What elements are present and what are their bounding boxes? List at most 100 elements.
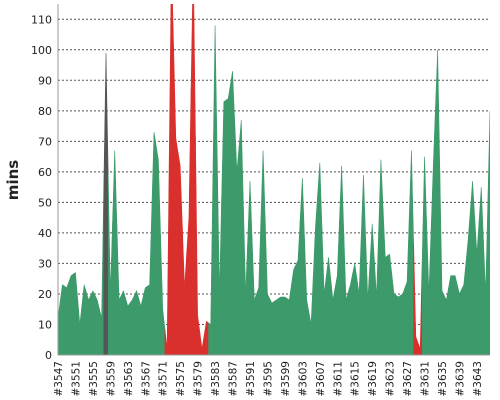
area-segment <box>120 290 126 355</box>
area-segment <box>147 208 153 355</box>
x-tick-label: #3623 <box>385 361 397 397</box>
area-segment <box>435 49 441 355</box>
area-segment <box>356 234 362 355</box>
area-segment <box>195 136 201 355</box>
y-tick-label: 60 <box>38 166 52 179</box>
area-segment <box>347 274 353 355</box>
area-segment <box>282 296 288 355</box>
area-segment <box>186 87 192 355</box>
x-tick-label: #3559 <box>105 361 117 397</box>
area-segment <box>107 173 113 355</box>
x-tick-label: #3619 <box>367 361 379 397</box>
area-segment <box>465 209 471 355</box>
area-segment <box>173 48 179 355</box>
area-segment <box>138 296 144 355</box>
y-tick-label: 110 <box>31 13 52 26</box>
area-segment <box>238 119 244 355</box>
area-segment <box>452 275 458 355</box>
x-tick-label: #3615 <box>350 361 362 397</box>
area-segment <box>408 150 414 355</box>
area-segment <box>160 234 166 355</box>
y-tick-label: 40 <box>38 227 52 240</box>
x-tick-label: #3635 <box>437 361 449 397</box>
area-segment <box>203 320 209 355</box>
area-segment <box>369 223 375 355</box>
y-tick-label: 100 <box>31 44 52 57</box>
y-tick-label: 20 <box>38 288 52 301</box>
x-tick-label: #3607 <box>315 361 327 397</box>
x-tick-label: #3583 <box>210 361 222 397</box>
area-segment <box>443 287 449 355</box>
area-segment <box>103 52 109 355</box>
area-segment <box>352 263 358 355</box>
y-tick-label: 0 <box>45 349 52 362</box>
area-segment <box>125 298 131 355</box>
area-segment <box>68 273 74 355</box>
area-segment <box>221 99 227 355</box>
area-segment <box>334 220 340 355</box>
area-segment <box>343 232 349 355</box>
area-segment <box>264 222 270 355</box>
area-segment <box>269 298 275 355</box>
area-segment <box>487 110 490 355</box>
area-segment <box>212 25 218 355</box>
area-segment <box>308 275 314 355</box>
area-segment <box>59 284 65 355</box>
area-segment <box>404 216 410 355</box>
area-segment <box>216 159 222 355</box>
area-segment <box>256 219 262 355</box>
area-segment <box>448 275 454 355</box>
x-tick-label: #3571 <box>158 361 170 397</box>
grid <box>58 18 490 325</box>
area-segment <box>417 252 423 355</box>
area-segment <box>273 297 279 355</box>
area-segment <box>90 290 96 355</box>
area-segment <box>112 150 118 355</box>
area-segment <box>461 261 467 355</box>
area-segment <box>225 84 231 355</box>
x-tick-label: #3547 <box>53 361 65 397</box>
y-axis-label: mins <box>4 160 22 200</box>
area-segment <box>312 194 318 355</box>
area-segment <box>304 239 310 355</box>
area-segment <box>129 295 135 355</box>
y-tick-label: 70 <box>38 135 52 148</box>
area-segment <box>317 162 323 355</box>
area-segment <box>286 284 292 355</box>
area-segment <box>339 165 345 355</box>
area-segment <box>478 187 484 355</box>
y-tick-label: 30 <box>38 257 52 270</box>
area-segment <box>81 284 87 355</box>
area-segment <box>321 228 327 355</box>
x-tick-label: #3603 <box>297 361 309 397</box>
area-segment <box>483 202 489 355</box>
area-segment <box>208 174 214 355</box>
area-segment <box>387 253 393 355</box>
area-segment <box>260 150 266 355</box>
area-segment <box>299 177 305 355</box>
x-tick-label: #3575 <box>175 361 187 397</box>
area-segment <box>247 181 253 355</box>
area-segment <box>134 290 140 355</box>
area-segment <box>278 296 284 355</box>
area-segment <box>374 228 380 355</box>
x-tick-label: #3627 <box>402 361 414 397</box>
area-segment <box>168 4 174 355</box>
area-segment <box>230 71 236 355</box>
area-segment <box>382 208 388 355</box>
area-segment <box>378 159 384 355</box>
y-tick-label: 50 <box>38 196 52 209</box>
area-segment <box>365 237 371 355</box>
area-segment <box>413 243 419 355</box>
x-tick-label: #3643 <box>472 361 484 397</box>
x-tick-label: #3591 <box>245 361 257 397</box>
area-segment <box>295 219 301 355</box>
area-segment <box>177 151 183 355</box>
area-segment <box>422 156 428 355</box>
x-tick-label: #3567 <box>140 361 152 397</box>
x-tick-label: #3631 <box>420 361 432 397</box>
x-tick-label: #3551 <box>70 361 82 397</box>
area-segment <box>64 281 70 355</box>
area-segment <box>142 285 148 355</box>
